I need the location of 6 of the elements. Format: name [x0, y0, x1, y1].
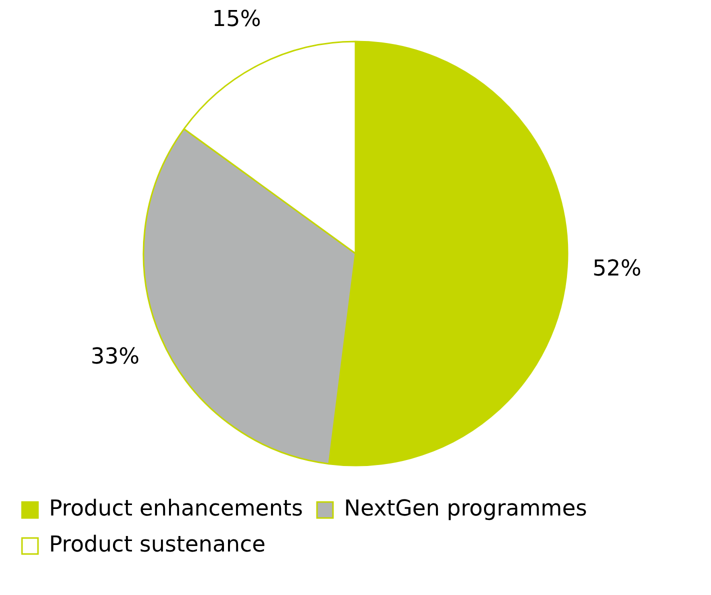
- legend-label: Product sustenance: [49, 532, 266, 558]
- legend-label: Product enhancements: [49, 496, 303, 522]
- data-label: 33%: [90, 344, 140, 370]
- legend-label: NextGen programmes: [344, 496, 588, 522]
- data-label: 52%: [592, 256, 642, 282]
- data-label: 15%: [212, 6, 262, 32]
